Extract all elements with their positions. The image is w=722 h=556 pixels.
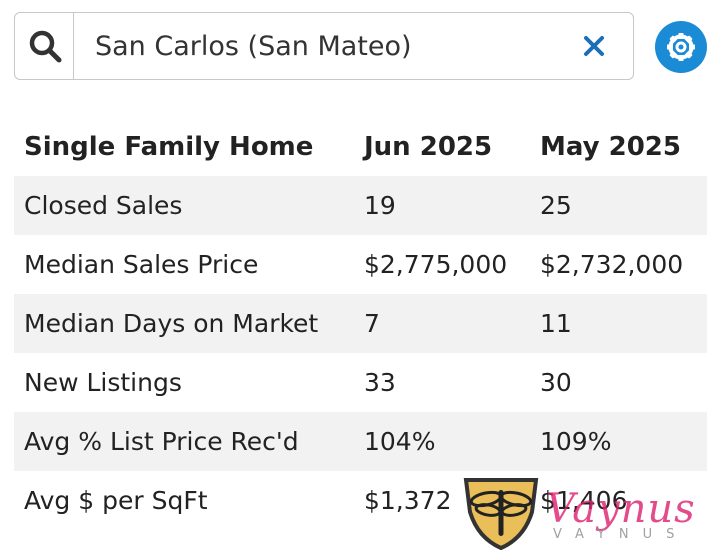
current-value: 19 xyxy=(364,191,396,220)
close-icon xyxy=(584,36,604,56)
header-current-month: Jun 2025 xyxy=(364,131,493,162)
logo-script-text: Vaynus xyxy=(546,486,696,532)
dragonfly-shield-icon xyxy=(463,478,539,550)
logo-caption: VAYNUS xyxy=(553,527,689,542)
table-row: Closed Sales 19 25 xyxy=(14,176,707,235)
header-previous-month: May 2025 xyxy=(540,131,681,162)
table-row: New Listings 33 30 xyxy=(14,353,707,412)
settings-button[interactable] xyxy=(655,21,707,73)
search-icon xyxy=(29,30,62,63)
table-row: Avg $ per SqFt $1,372 $1,406 xyxy=(14,471,707,530)
current-value: 104% xyxy=(364,427,436,456)
vaynus-watermark-logo: Vaynus VAYNUS xyxy=(460,472,710,552)
table-row: Avg % List Price Rec'd 104% 109% xyxy=(14,412,707,471)
current-value: 33 xyxy=(364,368,396,397)
previous-value: $1,406 xyxy=(540,486,628,515)
clear-search-button[interactable] xyxy=(579,31,609,61)
search-bar xyxy=(14,12,634,80)
search-divider xyxy=(73,12,74,80)
current-value: $2,775,000 xyxy=(364,250,508,279)
row-label: Median Sales Price xyxy=(24,250,259,279)
previous-value: 109% xyxy=(540,427,612,456)
previous-value: 11 xyxy=(540,309,572,338)
gear-icon xyxy=(667,33,695,61)
header-property-type: Single Family Home xyxy=(24,131,314,162)
table-row: Median Sales Price $2,775,000 $2,732,000 xyxy=(14,235,707,294)
row-label: Closed Sales xyxy=(24,191,183,220)
search-input[interactable] xyxy=(75,13,575,79)
table-header-row: Single Family Home Jun 2025 May 2025 xyxy=(14,117,707,176)
row-label: Avg $ per SqFt xyxy=(24,486,208,515)
previous-value: $2,732,000 xyxy=(540,250,684,279)
market-stats-table: Single Family Home Jun 2025 May 2025 Clo… xyxy=(14,117,707,530)
row-label: New Listings xyxy=(24,368,182,397)
previous-value: 25 xyxy=(540,191,572,220)
previous-value: 30 xyxy=(540,368,572,397)
row-label: Avg % List Price Rec'd xyxy=(24,427,299,456)
current-value: 7 xyxy=(364,309,380,338)
row-label: Median Days on Market xyxy=(24,309,319,338)
table-row: Median Days on Market 7 11 xyxy=(14,294,707,353)
current-value: $1,372 xyxy=(364,486,452,515)
search-button[interactable] xyxy=(15,13,75,79)
